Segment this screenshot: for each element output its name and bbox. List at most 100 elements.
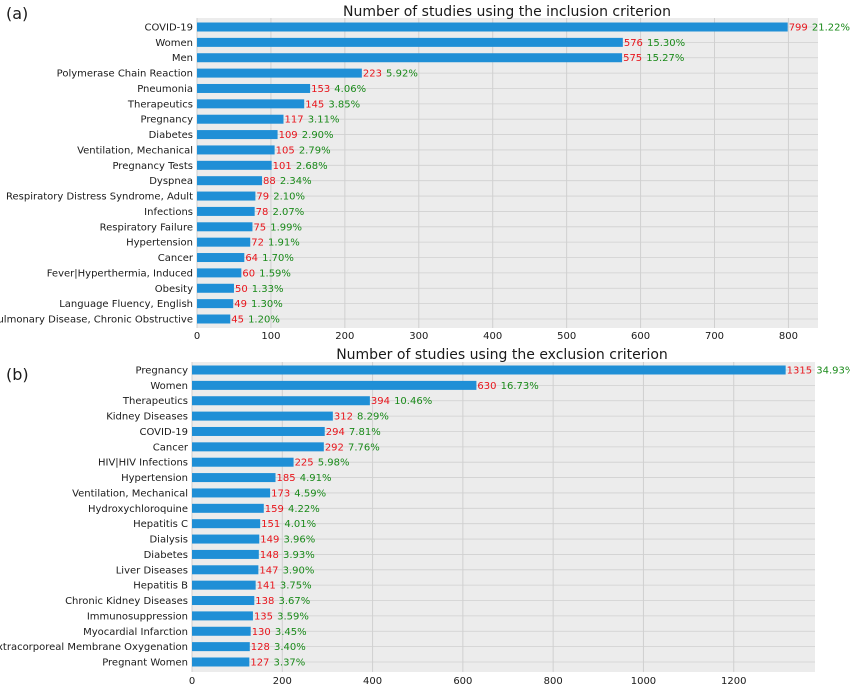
value-label: 223: [363, 69, 382, 80]
value-label: 64: [245, 253, 258, 264]
value-label: 78: [256, 207, 269, 218]
percent-label: 4.59%: [294, 488, 326, 499]
bar: [192, 549, 259, 559]
category-label: Respiratory Distress Syndrome, Adult: [6, 192, 193, 203]
x-tick-label: 200: [335, 331, 354, 342]
value-label: 1315: [787, 366, 812, 377]
bar: [197, 314, 231, 324]
value-label: 105: [276, 145, 295, 156]
percent-label: 3.11%: [308, 115, 340, 126]
panel-a-inclusion: Number of studies using the inclusion cr…: [0, 4, 850, 342]
percent-label: 4.01%: [284, 519, 316, 530]
x-tick-label: 400: [483, 331, 502, 342]
plot-area: [197, 18, 818, 328]
bar: [192, 580, 256, 590]
bar: [197, 253, 245, 263]
bar: [197, 160, 272, 170]
category-label: Obesity: [155, 284, 193, 295]
bar: [197, 283, 234, 293]
x-tick-label: 300: [409, 331, 428, 342]
value-label: 127: [250, 658, 269, 669]
value-label: 153: [311, 84, 330, 95]
chart-title: Number of studies using the inclusion cr…: [343, 4, 671, 20]
bar: [197, 37, 623, 47]
x-tick-label: 0: [194, 331, 200, 342]
bar: [192, 565, 259, 575]
value-label: 135: [254, 611, 273, 622]
percent-label: 4.22%: [288, 504, 320, 515]
percent-label: 1.33%: [252, 284, 284, 295]
value-label: 141: [257, 581, 276, 592]
category-label: Kidney Diseases: [106, 412, 188, 423]
x-tick-label: 700: [705, 331, 724, 342]
category-label: Pregnancy Tests: [112, 161, 193, 172]
category-label: Women: [150, 381, 188, 392]
category-label: Pulmonary Disease, Chronic Obstructive: [0, 315, 193, 326]
category-label: Cancer: [153, 442, 189, 453]
panel-b-exclusion: Number of studies using the exclusion cr…: [0, 347, 850, 687]
category-label: Language Fluency, English: [59, 299, 193, 310]
plot-area: [192, 362, 815, 672]
bar: [197, 268, 242, 278]
category-label: Hypertension: [121, 473, 188, 484]
chart-title: Number of studies using the exclusion cr…: [336, 347, 668, 363]
percent-label: 4.91%: [300, 473, 332, 484]
value-label: 49: [234, 299, 247, 310]
percent-label: 10.46%: [394, 396, 432, 407]
value-label: 72: [251, 238, 264, 249]
percent-label: 15.27%: [646, 53, 684, 64]
category-label: Dyspnea: [149, 176, 193, 187]
percent-label: 1.91%: [268, 238, 300, 249]
x-tick-label: 400: [363, 676, 382, 687]
percent-label: 1.70%: [262, 253, 294, 264]
value-label: 185: [277, 473, 296, 484]
value-label: 45: [231, 315, 244, 326]
percent-label: 2.34%: [280, 176, 312, 187]
value-label: 75: [253, 222, 266, 233]
bar: [197, 176, 263, 186]
bar: [192, 488, 271, 498]
category-label: Fever|Hyperthermia, Induced: [47, 268, 193, 279]
bar: [197, 68, 362, 78]
bar: [192, 642, 250, 652]
category-label: Myocardial Infarction: [83, 627, 188, 638]
category-label: Ventilation, Mechanical: [77, 145, 193, 156]
category-label: Pregnancy: [141, 115, 194, 126]
percent-label: 2.07%: [272, 207, 304, 218]
bar: [197, 206, 255, 216]
bar: [197, 222, 253, 232]
value-label: 394: [371, 396, 390, 407]
value-label: 138: [255, 596, 274, 607]
bar: [197, 22, 788, 32]
category-label: Women: [155, 38, 193, 49]
percent-label: 4.06%: [334, 84, 366, 95]
category-label: Dialysis: [149, 535, 188, 546]
x-tick-label: 800: [779, 331, 798, 342]
percent-label: 3.67%: [279, 596, 311, 607]
x-tick-label: 600: [631, 331, 650, 342]
percent-label: 3.45%: [275, 627, 307, 638]
value-label: 173: [271, 488, 290, 499]
percent-label: 7.76%: [348, 442, 380, 453]
category-label: Pregnant Women: [102, 658, 188, 669]
x-tick-label: 500: [557, 331, 576, 342]
percent-label: 3.96%: [283, 535, 315, 546]
bar: [192, 380, 477, 390]
percent-label: 2.68%: [296, 161, 328, 172]
bar: [192, 611, 253, 621]
bar: [192, 457, 294, 467]
category-label: Hepatitis C: [133, 519, 188, 530]
percent-label: 3.75%: [280, 581, 312, 592]
category-label: Diabetes: [149, 130, 193, 141]
bar: [197, 130, 278, 140]
bar: [192, 396, 370, 406]
category-label: Therapeutics: [127, 99, 193, 110]
percent-label: 3.40%: [274, 642, 306, 653]
percent-label: 16.73%: [501, 381, 539, 392]
bar: [192, 411, 333, 421]
category-label: Chronic Kidney Diseases: [65, 596, 188, 607]
percent-label: 21.22%: [812, 23, 850, 34]
bar: [192, 426, 325, 436]
x-tick-label: 800: [544, 676, 563, 687]
